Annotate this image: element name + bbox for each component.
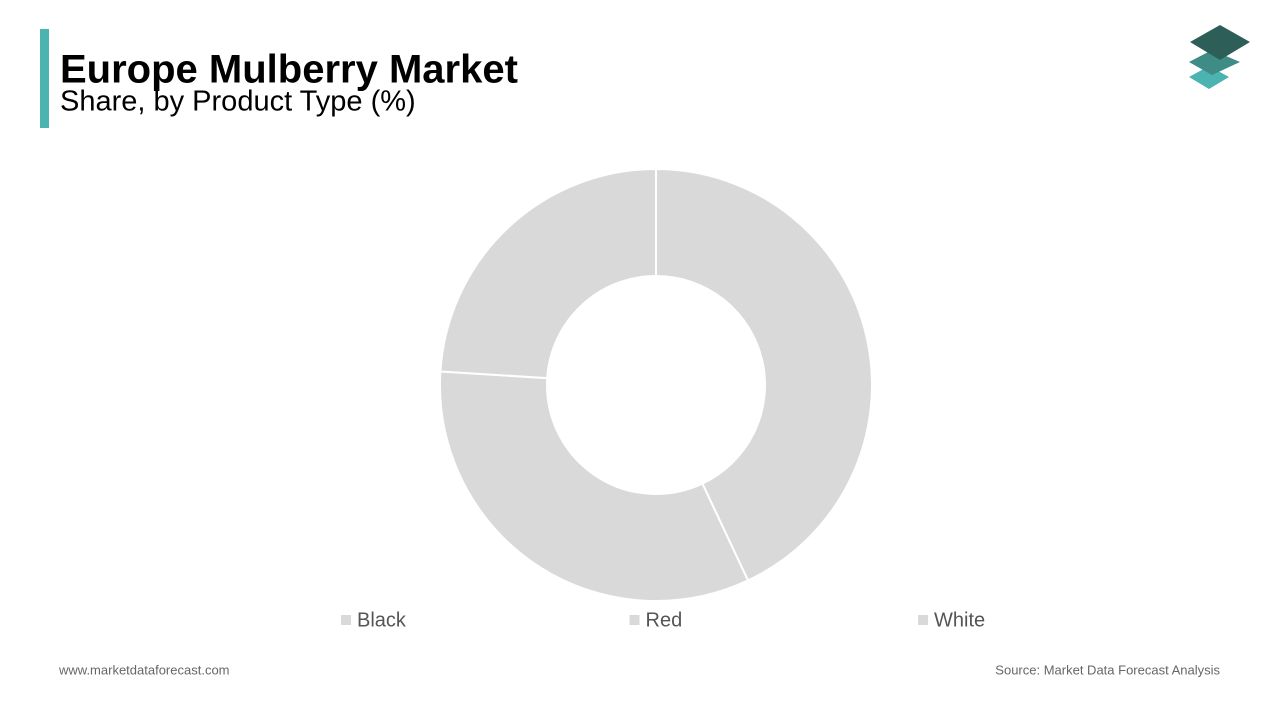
title-bar (40, 29, 49, 128)
pie-slice (439, 167, 657, 380)
source: Source: Market Data Forecast Analysis (995, 662, 1220, 677)
chart-subtitle: Share, by Product Type (%) (60, 86, 416, 118)
legend-label: Red (646, 609, 683, 631)
website: www.marketdataforecast.com (58, 662, 230, 677)
pie-slice (655, 167, 873, 582)
legend-swatch (629, 615, 640, 625)
chart-title: Europe Mulberry Market (60, 48, 518, 92)
legend-swatch (918, 615, 928, 625)
legend-label: White (934, 609, 985, 631)
pie-slice (439, 370, 750, 602)
legend-swatch (341, 615, 351, 625)
legend-label: Black (357, 609, 407, 631)
logo (1189, 25, 1250, 89)
